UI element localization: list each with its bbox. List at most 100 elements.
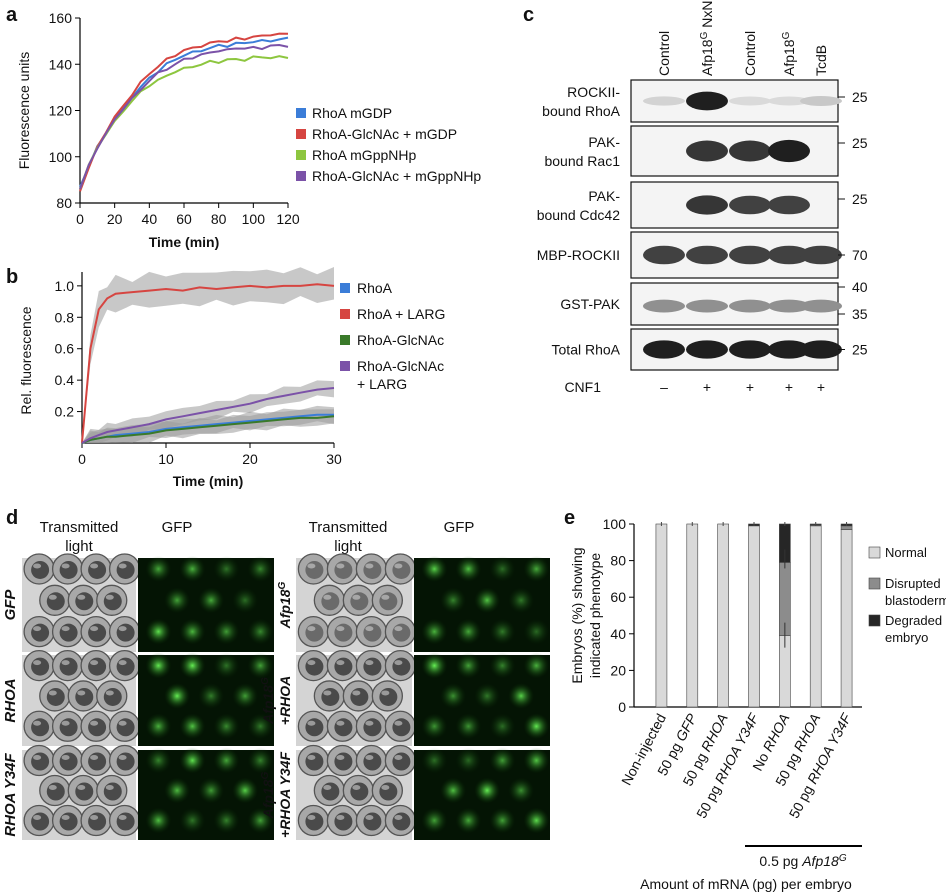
c-band: [729, 140, 771, 162]
d-embryo-yolk: [392, 812, 411, 831]
a-x-tick-label: 120: [276, 211, 300, 227]
d-embryo-highlight: [365, 563, 374, 569]
d-right-row-label-part: G: [277, 581, 288, 589]
d-embryo-highlight: [336, 720, 345, 726]
d-embryo-yolk: [363, 812, 382, 831]
a-x-tick-label: 0: [76, 211, 84, 227]
d-right-row-label-part: +RHOA Y34F: [277, 752, 293, 838]
d-embryo-highlight: [61, 563, 70, 569]
c-band: [729, 96, 771, 106]
d-gfp-embryo: [455, 618, 482, 645]
d-embryo-highlight: [61, 660, 70, 666]
d-embryo-highlight: [118, 720, 127, 726]
d-embryo-yolk: [88, 657, 107, 676]
d-gfp-embryo: [474, 587, 501, 614]
d-embryo-yolk: [116, 752, 135, 771]
a-y-tick-label: 120: [49, 103, 73, 119]
d-embryo-highlight: [33, 660, 42, 666]
e-y-tick-label: 100: [603, 516, 627, 532]
d-left-row-label-part-0: RHOA Y34F: [2, 752, 19, 836]
e-group-label-gene: Afp18: [801, 853, 839, 869]
d-embryo-highlight: [90, 815, 99, 820]
d-embryo-highlight: [61, 626, 70, 632]
c-row-label: Total RhoA: [552, 342, 621, 358]
e-bar-segment: [655, 523, 668, 708]
c-row-label: MBP-ROCKII: [537, 247, 620, 263]
d-gfp-embryo: [145, 807, 172, 834]
d-right-row-label-part: Afp18: [260, 685, 276, 725]
a-series-line: [79, 43, 289, 190]
e-x-axis-label: Amount of mRNA (pg) per embryo: [640, 876, 852, 892]
d-embryo-highlight: [33, 755, 42, 760]
d-embryo-yolk: [305, 657, 324, 676]
e-category-label-part-0: 50 pg: [772, 747, 804, 789]
c-mw-label: 25: [852, 89, 868, 105]
d-embryo-highlight: [33, 563, 42, 569]
d-right-row-label-part: G: [260, 771, 271, 779]
d-gfp-embryo: [145, 555, 172, 582]
b-legend-swatch: [340, 361, 350, 371]
e-legend-label: Normal: [885, 545, 927, 560]
d-embryo-yolk: [116, 812, 135, 831]
e-category-label-part-1: RHOA: [759, 711, 792, 754]
c-lane-label: Afp18G NxN: [699, 1, 715, 77]
c-band: [768, 340, 810, 359]
d-embryo-highlight: [90, 720, 99, 726]
b-y-tick-label: 0.2: [55, 404, 75, 420]
d-gfp-embryo: [213, 652, 240, 679]
a-y-tick-label: 80: [56, 195, 72, 211]
d-embryo-highlight: [336, 815, 345, 820]
e-legend-label: Degraded: [885, 613, 942, 628]
c-band: [768, 139, 810, 163]
e-y-axis-label: indicated phenotype: [587, 553, 603, 679]
d-embryo-highlight: [90, 563, 99, 569]
c-band: [800, 340, 842, 359]
d-gfp-embryo: [179, 747, 206, 774]
e-bar-segment: [686, 523, 699, 708]
d-embryo-highlight: [394, 563, 403, 569]
d-embryo-yolk: [334, 752, 353, 771]
d-gfp-embryo: [455, 652, 482, 679]
c-band: [729, 299, 771, 313]
d-embryo-yolk: [46, 782, 65, 801]
d-embryo-highlight: [61, 755, 70, 760]
d-embryo-yolk: [31, 718, 50, 737]
d-gfp-embryo: [213, 747, 240, 774]
c-band: [800, 245, 842, 265]
e-legend-swatch: [868, 577, 881, 590]
d-embryo-yolk: [116, 657, 135, 676]
d-embryo-yolk: [334, 623, 353, 642]
d-embryo-yolk: [392, 560, 411, 579]
d-embryo-yolk: [31, 560, 50, 579]
e-category-label-part-1: RHOA: [790, 711, 823, 754]
c-cnf1-mark: –: [660, 379, 668, 395]
d-embryo-highlight: [118, 755, 127, 760]
d-embryo-highlight: [48, 785, 57, 790]
c-lane-label-main: TcdB: [813, 45, 829, 76]
c-band: [686, 245, 728, 265]
d-gfp-embryo: [232, 777, 259, 804]
d-embryo-yolk: [321, 592, 340, 611]
b-series-line: [81, 415, 335, 444]
c-row-label: PAK-: [588, 134, 620, 150]
d-embryo-yolk: [350, 592, 369, 611]
d-gfp-embryo: [179, 652, 206, 679]
a-legend-label: RhoA mGppNHp: [312, 147, 416, 163]
d-embryo-highlight: [365, 815, 374, 820]
d-gfp-embryo: [164, 682, 191, 709]
a-y-tick-label: 100: [49, 149, 73, 165]
d-embryo-yolk: [75, 592, 94, 611]
d-gfp-embryo: [145, 652, 172, 679]
d-right-row-label: Afp18G: [277, 581, 293, 629]
c-band: [686, 195, 728, 215]
a-legend-label: RhoA-GlcNAc + mGDP: [312, 126, 457, 142]
d-embryo-yolk: [31, 657, 50, 676]
d-embryo-yolk: [59, 560, 78, 579]
c-mw-label: 25: [852, 342, 868, 358]
c-lane-label: TcdB: [813, 45, 829, 76]
b-legend-swatch: [340, 283, 350, 293]
d-gfp-embryo: [421, 713, 448, 740]
d-left-row-label-part-0: RHOA: [2, 678, 19, 722]
d-embryo-yolk: [392, 752, 411, 771]
e-bar-segment: [717, 523, 729, 708]
